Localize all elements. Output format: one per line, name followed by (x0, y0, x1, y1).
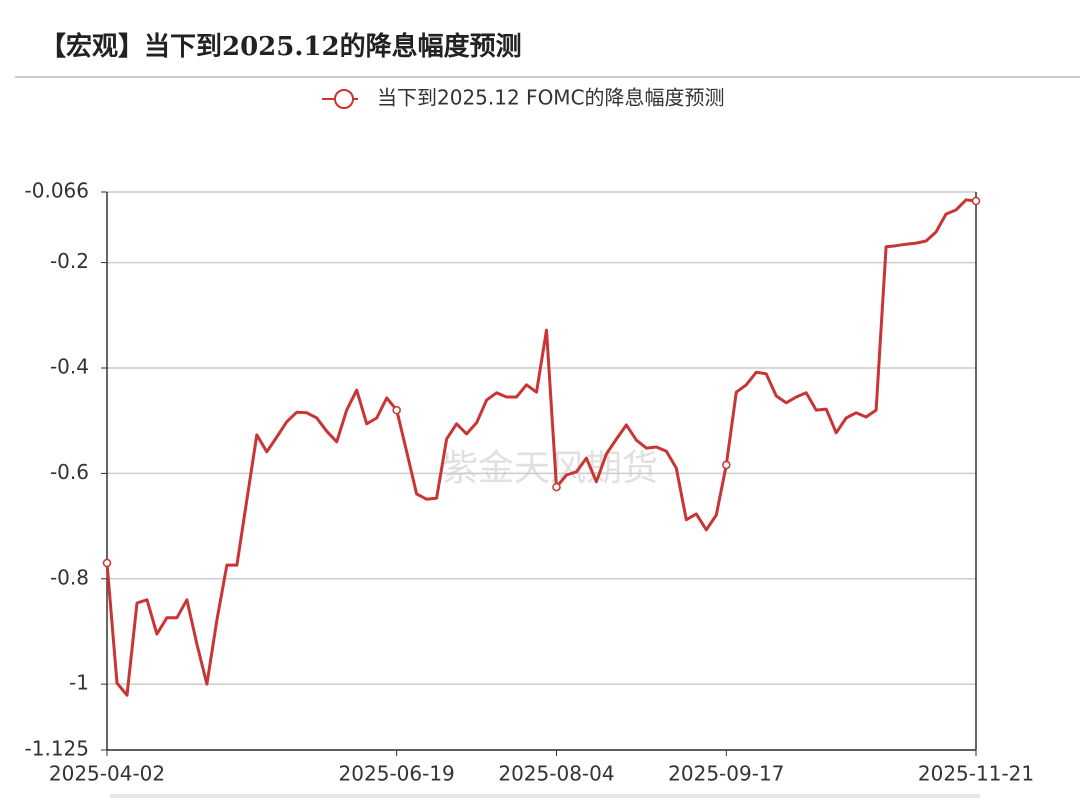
series-line (105, 198, 977, 697)
legend-marker (334, 89, 354, 109)
chart-title: 【宏观】当下到2025.12的降息幅度预测 (40, 31, 522, 62)
y-tick-label: -0.4 (50, 354, 89, 378)
y-tick-label: -0.066 (25, 179, 89, 203)
point-marker (392, 405, 401, 415)
x-tick-label: 2025-04-02 (49, 762, 165, 786)
y-tick-label: -0.6 (50, 460, 89, 484)
legend-label: 当下到2025.12 FOMC的降息幅度预测 (377, 86, 725, 110)
x-tick-label: 2025-08-04 (498, 762, 614, 786)
y-tick-label: -1 (69, 671, 89, 695)
y-tick-label: -0.2 (50, 249, 89, 273)
point-marker (971, 196, 981, 206)
scrollbar (110, 794, 980, 798)
point-marker (722, 460, 731, 470)
y-tick-label: -0.8 (50, 565, 89, 589)
y-tick-label: -1.125 (25, 737, 89, 761)
x-tick-label: 2025-11-21 (918, 762, 1034, 786)
point-marker (102, 558, 112, 568)
watermark: 紫金天风期货 (442, 448, 658, 489)
point-marker (552, 482, 561, 492)
x-tick-label: 2025-09-17 (668, 762, 784, 786)
x-tick-label: 2025-06-19 (339, 762, 455, 786)
